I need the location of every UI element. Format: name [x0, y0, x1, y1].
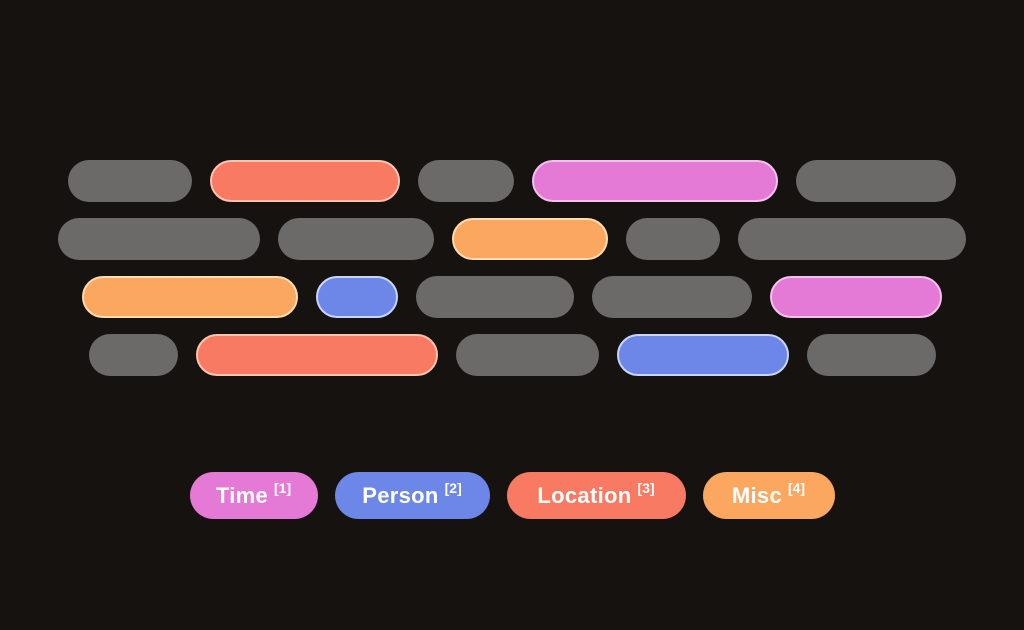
token-redacted[interactable] [58, 218, 260, 260]
legend-key-shortcut: [4] [787, 479, 806, 496]
legend-label: Misc [731, 482, 782, 508]
legend-label: Time [215, 482, 269, 508]
legend-button-misc[interactable]: Misc [4] [702, 472, 835, 519]
token-row-2 [0, 218, 1024, 260]
token-entity-location[interactable] [195, 334, 438, 376]
token-redacted[interactable] [738, 218, 966, 260]
legend-label: Location [537, 482, 632, 508]
token-redacted[interactable] [68, 160, 192, 202]
token-rows [0, 160, 1024, 376]
token-entity-person[interactable] [316, 276, 398, 318]
token-redacted[interactable] [416, 276, 574, 318]
legend: Time [1] Person [2] Location [3] Misc [4] [0, 472, 1024, 519]
token-redacted[interactable] [455, 334, 599, 376]
token-redacted[interactable] [418, 160, 514, 202]
token-redacted[interactable] [278, 218, 434, 260]
token-redacted[interactable] [88, 334, 178, 376]
token-row-4 [0, 334, 1024, 376]
legend-key-shortcut: [3] [637, 479, 655, 496]
token-redacted[interactable] [592, 276, 752, 318]
legend-key-shortcut: [1] [274, 479, 292, 496]
legend-key-shortcut: [2] [444, 479, 462, 496]
token-entity-misc[interactable] [82, 276, 298, 318]
token-redacted[interactable] [626, 218, 720, 260]
token-entity-misc[interactable] [452, 218, 608, 260]
token-entity-time[interactable] [532, 160, 778, 202]
token-row-3 [0, 276, 1024, 318]
legend-label: Person [362, 482, 439, 508]
legend-button-location[interactable]: Location [3] [506, 472, 686, 519]
token-redacted[interactable] [796, 160, 956, 202]
token-row-1 [0, 160, 1024, 202]
token-entity-person[interactable] [616, 334, 789, 376]
legend-button-person[interactable]: Person [2] [334, 472, 490, 519]
token-entity-time[interactable] [770, 276, 942, 318]
token-redacted[interactable] [806, 334, 936, 376]
token-entity-location[interactable] [210, 160, 400, 202]
legend-button-time[interactable]: Time [1] [189, 472, 318, 519]
